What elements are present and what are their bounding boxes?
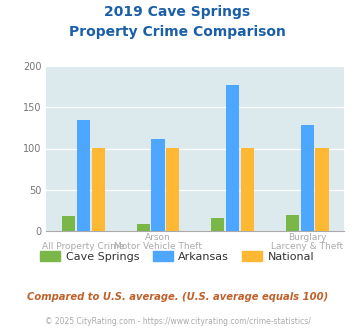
Text: Larceny & Theft: Larceny & Theft (271, 242, 343, 250)
Text: © 2025 CityRating.com - https://www.cityrating.com/crime-statistics/: © 2025 CityRating.com - https://www.city… (45, 317, 310, 326)
Bar (77, 120, 90, 231)
Bar (226, 85, 239, 231)
Bar (166, 148, 179, 231)
Text: Burglary: Burglary (288, 233, 326, 242)
Bar (62, 216, 75, 231)
Bar (286, 214, 299, 231)
Bar (316, 148, 328, 231)
Bar (92, 148, 105, 231)
Text: Compared to U.S. average. (U.S. average equals 100): Compared to U.S. average. (U.S. average … (27, 292, 328, 302)
Text: All Property Crime: All Property Crime (42, 242, 125, 250)
Text: Property Crime Comparison: Property Crime Comparison (69, 25, 286, 39)
Bar (211, 218, 224, 231)
Legend: Cave Springs, Arkansas, National: Cave Springs, Arkansas, National (36, 247, 319, 267)
Bar (137, 224, 149, 231)
Text: Arson: Arson (145, 233, 171, 242)
Text: 2019 Cave Springs: 2019 Cave Springs (104, 5, 251, 19)
Text: Motor Vehicle Theft: Motor Vehicle Theft (114, 242, 202, 250)
Bar (152, 139, 164, 231)
Bar (241, 148, 254, 231)
Bar (301, 124, 313, 231)
